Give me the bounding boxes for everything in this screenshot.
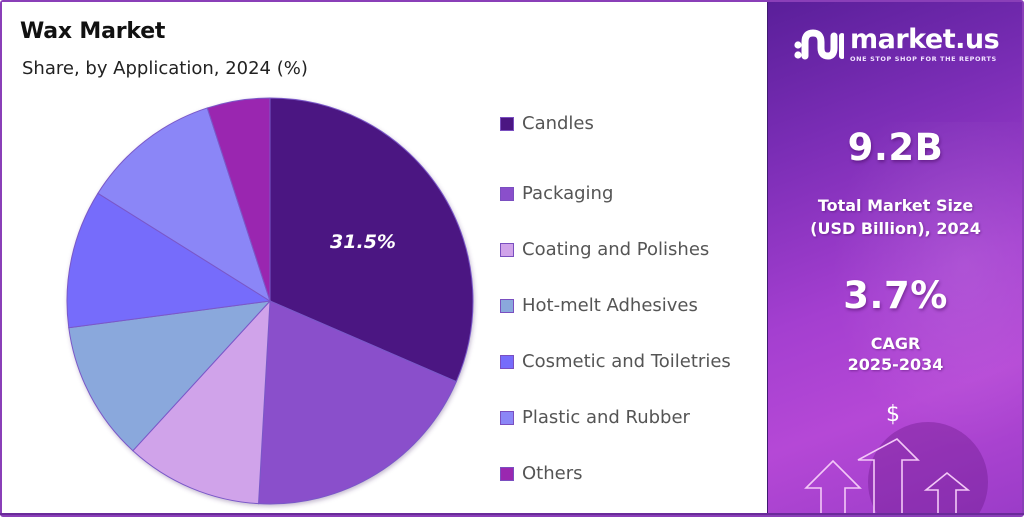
chart-legend: Candles Packaging Coating and Polishes H… [500, 110, 731, 502]
legend-item-coating-and-polishes: Coating and Polishes [500, 222, 731, 278]
pie-slice-label: 31.5% [330, 231, 396, 253]
legend-swatch-icon [500, 243, 514, 257]
cagr-value: 3.7% [843, 274, 948, 317]
growth-arrows-icon [804, 438, 971, 513]
cagr-label-line2: 2025-2034 [847, 355, 944, 374]
legend-swatch-icon [500, 187, 514, 201]
legend-item-plastic-and-rubber: Plastic and Rubber [500, 390, 731, 446]
pie-slice-coating-and-polishes [132, 299, 271, 505]
legend-swatch-icon [500, 117, 514, 131]
brand-tagline: ONE STOP SHOP FOR THE REPORTS [850, 55, 997, 63]
pie-slice-cosmetic-and-toiletries [66, 192, 272, 329]
pie-slice-hot-melt-adhesives [68, 300, 272, 452]
pie-chart: 31.5% [2, 2, 542, 519]
pie-slice-others [206, 97, 271, 302]
legend-item-packaging: Packaging [500, 166, 731, 222]
legend-item-cosmetic-and-toiletries: Cosmetic and Toiletries [500, 334, 731, 390]
chart-title: Wax Market [20, 19, 166, 44]
legend-swatch-icon [500, 467, 514, 481]
chart-subtitle: Share, by Application, 2024 (%) [22, 58, 308, 79]
legend-item-hot-melt-adhesives: Hot-melt Adhesives [500, 278, 731, 334]
background-decoration [808, 122, 1022, 482]
legend-swatch-icon [500, 411, 514, 425]
pie-svg: 31.5% [66, 97, 474, 505]
pie-slice-candles [269, 97, 474, 383]
brand-logo: market.us ONE STOP SHOP FOR THE REPORTS [794, 24, 1000, 63]
pie-slice-plastic-and-rubber [97, 107, 271, 303]
chart-panel: Wax Market Share, by Application, 2024 (… [2, 2, 767, 513]
legend-item-others: Others [500, 446, 731, 502]
stats-panel: market.us ONE STOP SHOP FOR THE REPORTS … [767, 2, 1022, 513]
bottom-border [0, 513, 1024, 515]
market-size-label-line2: (USD Billion), 2024 [810, 219, 981, 238]
background-cup-decoration [868, 422, 988, 513]
brand-name: market.us [850, 24, 1000, 55]
market-size-label-line1: Total Market Size [817, 196, 974, 215]
market-size-value: 9.2B [847, 126, 944, 169]
cagr-label-line1: CAGR [870, 334, 921, 353]
dollar-icon: $ [886, 402, 900, 427]
legend-swatch-icon [500, 299, 514, 313]
pie-slice-packaging [258, 300, 457, 505]
legend-swatch-icon [500, 355, 514, 369]
legend-item-candles: Candles [500, 110, 731, 138]
market-us-logo-icon [794, 28, 844, 60]
